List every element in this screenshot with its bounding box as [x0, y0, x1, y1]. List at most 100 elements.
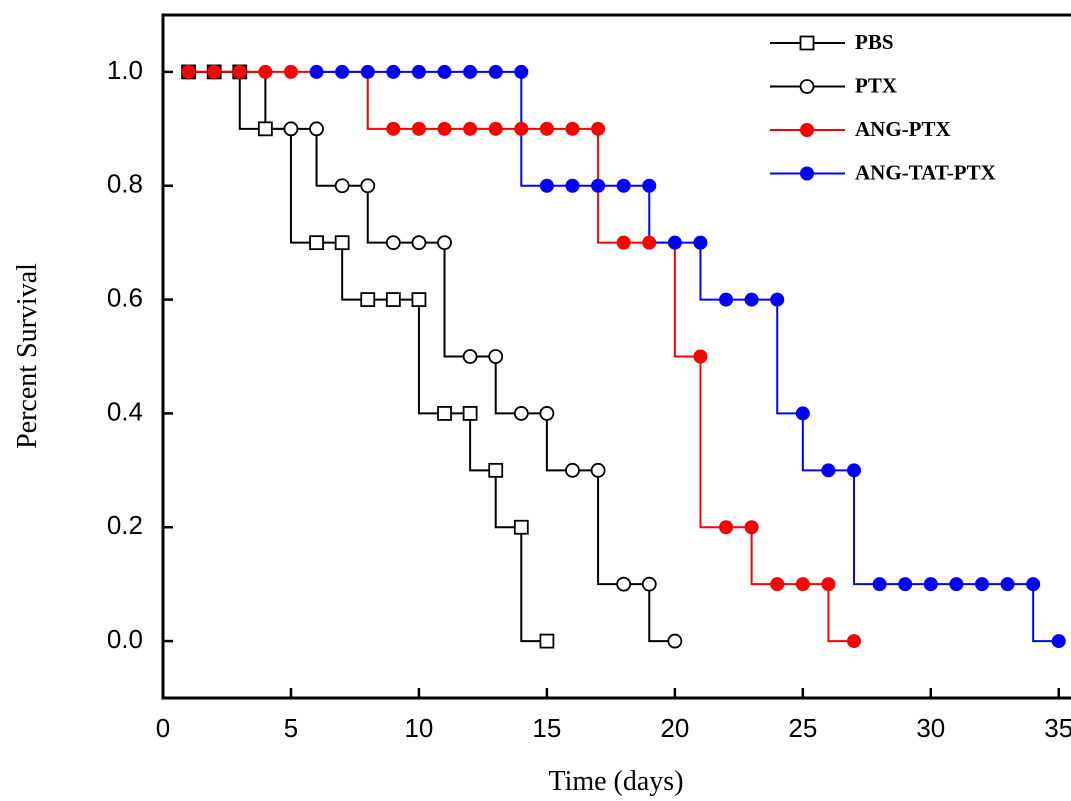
marker [923, 577, 938, 592]
x-tick-label: 20 [660, 713, 689, 743]
marker [488, 64, 503, 79]
marker [539, 178, 554, 193]
marker [847, 634, 862, 649]
marker [386, 64, 401, 79]
marker [462, 406, 478, 421]
marker [539, 406, 555, 421]
marker [514, 121, 529, 136]
marker [821, 463, 836, 478]
legend-marker [800, 123, 814, 137]
marker [437, 121, 452, 136]
marker [744, 520, 759, 535]
marker [591, 178, 606, 193]
y-tick-label: 0.0 [107, 624, 143, 654]
x-tick-label: 35 [1044, 713, 1071, 743]
marker [719, 520, 734, 535]
marker [385, 235, 401, 251]
marker [821, 577, 836, 592]
x-tick-label: 15 [532, 713, 561, 743]
legend-label: ANG-PTX [855, 117, 951, 141]
marker [411, 121, 426, 136]
marker [770, 577, 785, 592]
marker [232, 64, 247, 79]
marker [898, 577, 913, 592]
marker [514, 64, 529, 79]
marker [386, 121, 401, 136]
marker [539, 633, 555, 649]
x-axis-label: Time (days) [548, 766, 683, 797]
y-tick-label: 1.0 [107, 55, 143, 85]
x-tick-label: 10 [404, 713, 433, 743]
marker [744, 292, 759, 307]
marker [360, 64, 375, 79]
marker [565, 462, 580, 478]
marker [667, 633, 683, 649]
y-tick-label: 0.4 [107, 396, 143, 426]
marker [616, 576, 632, 592]
marker [360, 178, 376, 194]
marker [642, 235, 657, 250]
marker [437, 64, 452, 79]
marker [795, 406, 810, 421]
marker [1026, 577, 1041, 592]
marker [181, 64, 196, 79]
marker [283, 121, 299, 137]
marker [360, 292, 376, 307]
marker [334, 235, 350, 251]
marker [872, 577, 887, 592]
marker [463, 121, 478, 136]
marker [309, 121, 324, 137]
y-tick-label: 0.8 [107, 169, 143, 199]
marker [565, 178, 580, 193]
y-axis-label: Percent Survival [12, 263, 43, 449]
marker [1000, 577, 1015, 592]
marker [770, 292, 785, 307]
marker [488, 121, 503, 136]
legend-label: PBS [855, 30, 894, 54]
marker [590, 462, 606, 478]
marker [334, 178, 350, 194]
marker [257, 121, 273, 137]
legend-label: ANG-TAT-PTX [855, 160, 996, 184]
survival-line [188, 70, 675, 643]
marker [667, 235, 682, 250]
marker [513, 519, 529, 535]
y-tick-label: 0.6 [107, 282, 143, 312]
legend-marker [799, 35, 815, 51]
marker [309, 64, 324, 79]
x-tick-label: 25 [788, 713, 817, 743]
marker [847, 463, 862, 478]
marker [488, 349, 504, 364]
marker [411, 292, 427, 307]
marker [693, 349, 708, 364]
marker [411, 235, 427, 251]
marker [411, 64, 426, 79]
legend-marker [799, 79, 815, 94]
survival-line [188, 70, 547, 643]
plot-frame [161, 13, 1071, 700]
marker [437, 235, 452, 251]
x-tick-label: 30 [916, 713, 945, 743]
marker [1051, 634, 1066, 649]
marker [385, 292, 401, 307]
marker [258, 64, 273, 79]
marker [565, 121, 580, 136]
marker [719, 292, 734, 307]
marker [513, 406, 529, 421]
marker [795, 577, 810, 592]
marker [462, 349, 478, 364]
y-tick-label: 0.2 [107, 510, 143, 540]
legend-label: PTX [855, 73, 897, 97]
marker [437, 406, 452, 421]
marker [488, 462, 504, 478]
x-tick-label: 5 [284, 713, 298, 743]
marker [616, 235, 631, 250]
marker [974, 577, 989, 592]
marker [949, 577, 964, 592]
marker [335, 64, 350, 79]
marker [463, 64, 478, 79]
legend-marker [800, 166, 814, 181]
marker [642, 178, 657, 193]
